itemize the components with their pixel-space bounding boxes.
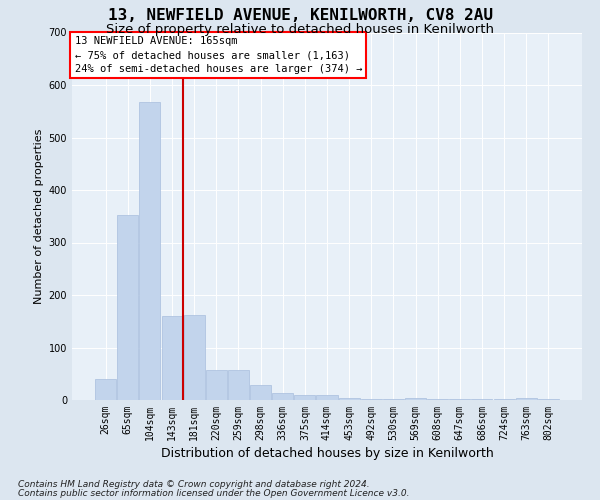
Text: Contains HM Land Registry data © Crown copyright and database right 2024.: Contains HM Land Registry data © Crown c… (18, 480, 370, 489)
Bar (338, 398, 359, 400)
Bar (427, 399, 448, 400)
Text: Size of property relative to detached houses in Kenilworth: Size of property relative to detached ho… (106, 22, 494, 36)
Bar (272, 393, 293, 400)
Bar (316, 396, 338, 400)
Bar (206, 370, 227, 400)
Bar (139, 102, 160, 400)
Bar (118, 215, 139, 400)
X-axis label: Distribution of detached houses by size in Kenilworth: Distribution of detached houses by size … (161, 447, 493, 460)
Bar (161, 316, 182, 400)
Text: 13, NEWFIELD AVENUE, KENILWORTH, CV8 2AU: 13, NEWFIELD AVENUE, KENILWORTH, CV8 2AU (107, 8, 493, 22)
Text: Contains public sector information licensed under the Open Government Licence v3: Contains public sector information licen… (18, 490, 409, 498)
Bar (405, 398, 426, 400)
Bar (472, 399, 493, 400)
Bar (383, 399, 404, 400)
Bar (515, 398, 536, 400)
Bar (228, 370, 249, 400)
Bar (494, 399, 515, 400)
Bar (184, 315, 205, 400)
Bar (361, 399, 382, 400)
Bar (295, 396, 316, 400)
Text: 13 NEWFIELD AVENUE: 165sqm
← 75% of detached houses are smaller (1,163)
24% of s: 13 NEWFIELD AVENUE: 165sqm ← 75% of deta… (74, 36, 362, 74)
Bar (449, 399, 470, 400)
Bar (95, 379, 116, 400)
Bar (538, 399, 559, 400)
Bar (250, 386, 271, 400)
Y-axis label: Number of detached properties: Number of detached properties (34, 128, 44, 304)
